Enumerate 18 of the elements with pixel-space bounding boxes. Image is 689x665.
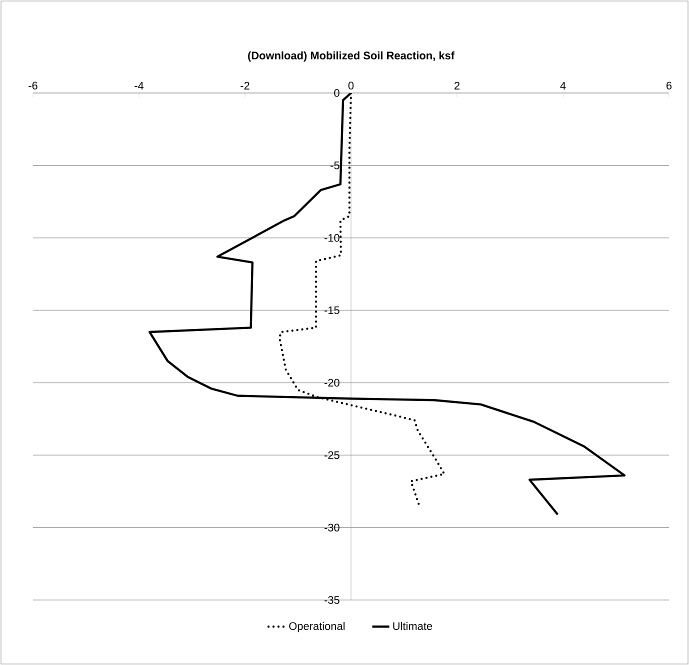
x-tick-label: 6 (666, 82, 672, 90)
chart-title: (Download) Mobilized Soil Reaction, ksf (248, 51, 455, 62)
x-tick-label: -6 (28, 82, 38, 90)
y-tick-label: -20 (324, 378, 340, 387)
x-tick-label: 4 (560, 82, 566, 90)
x-tick-label: -4 (134, 82, 144, 90)
y-tick-label: -5 (330, 162, 340, 170)
x-tick-label: 0 (348, 82, 354, 90)
x-tick-label: -2 (240, 82, 250, 90)
y-tick-label: -30 (324, 524, 340, 532)
y-tick-label: 0 (334, 89, 340, 97)
x-tick-label: 2 (454, 82, 460, 90)
legend-label: Operational (289, 622, 345, 632)
y-tick-label: -35 (324, 596, 340, 604)
y-tick-label: -10 (324, 234, 340, 242)
y-tick-label: -15 (324, 306, 340, 314)
y-tick-label: -25 (324, 451, 340, 460)
legend-label: Ultimate (393, 622, 432, 630)
